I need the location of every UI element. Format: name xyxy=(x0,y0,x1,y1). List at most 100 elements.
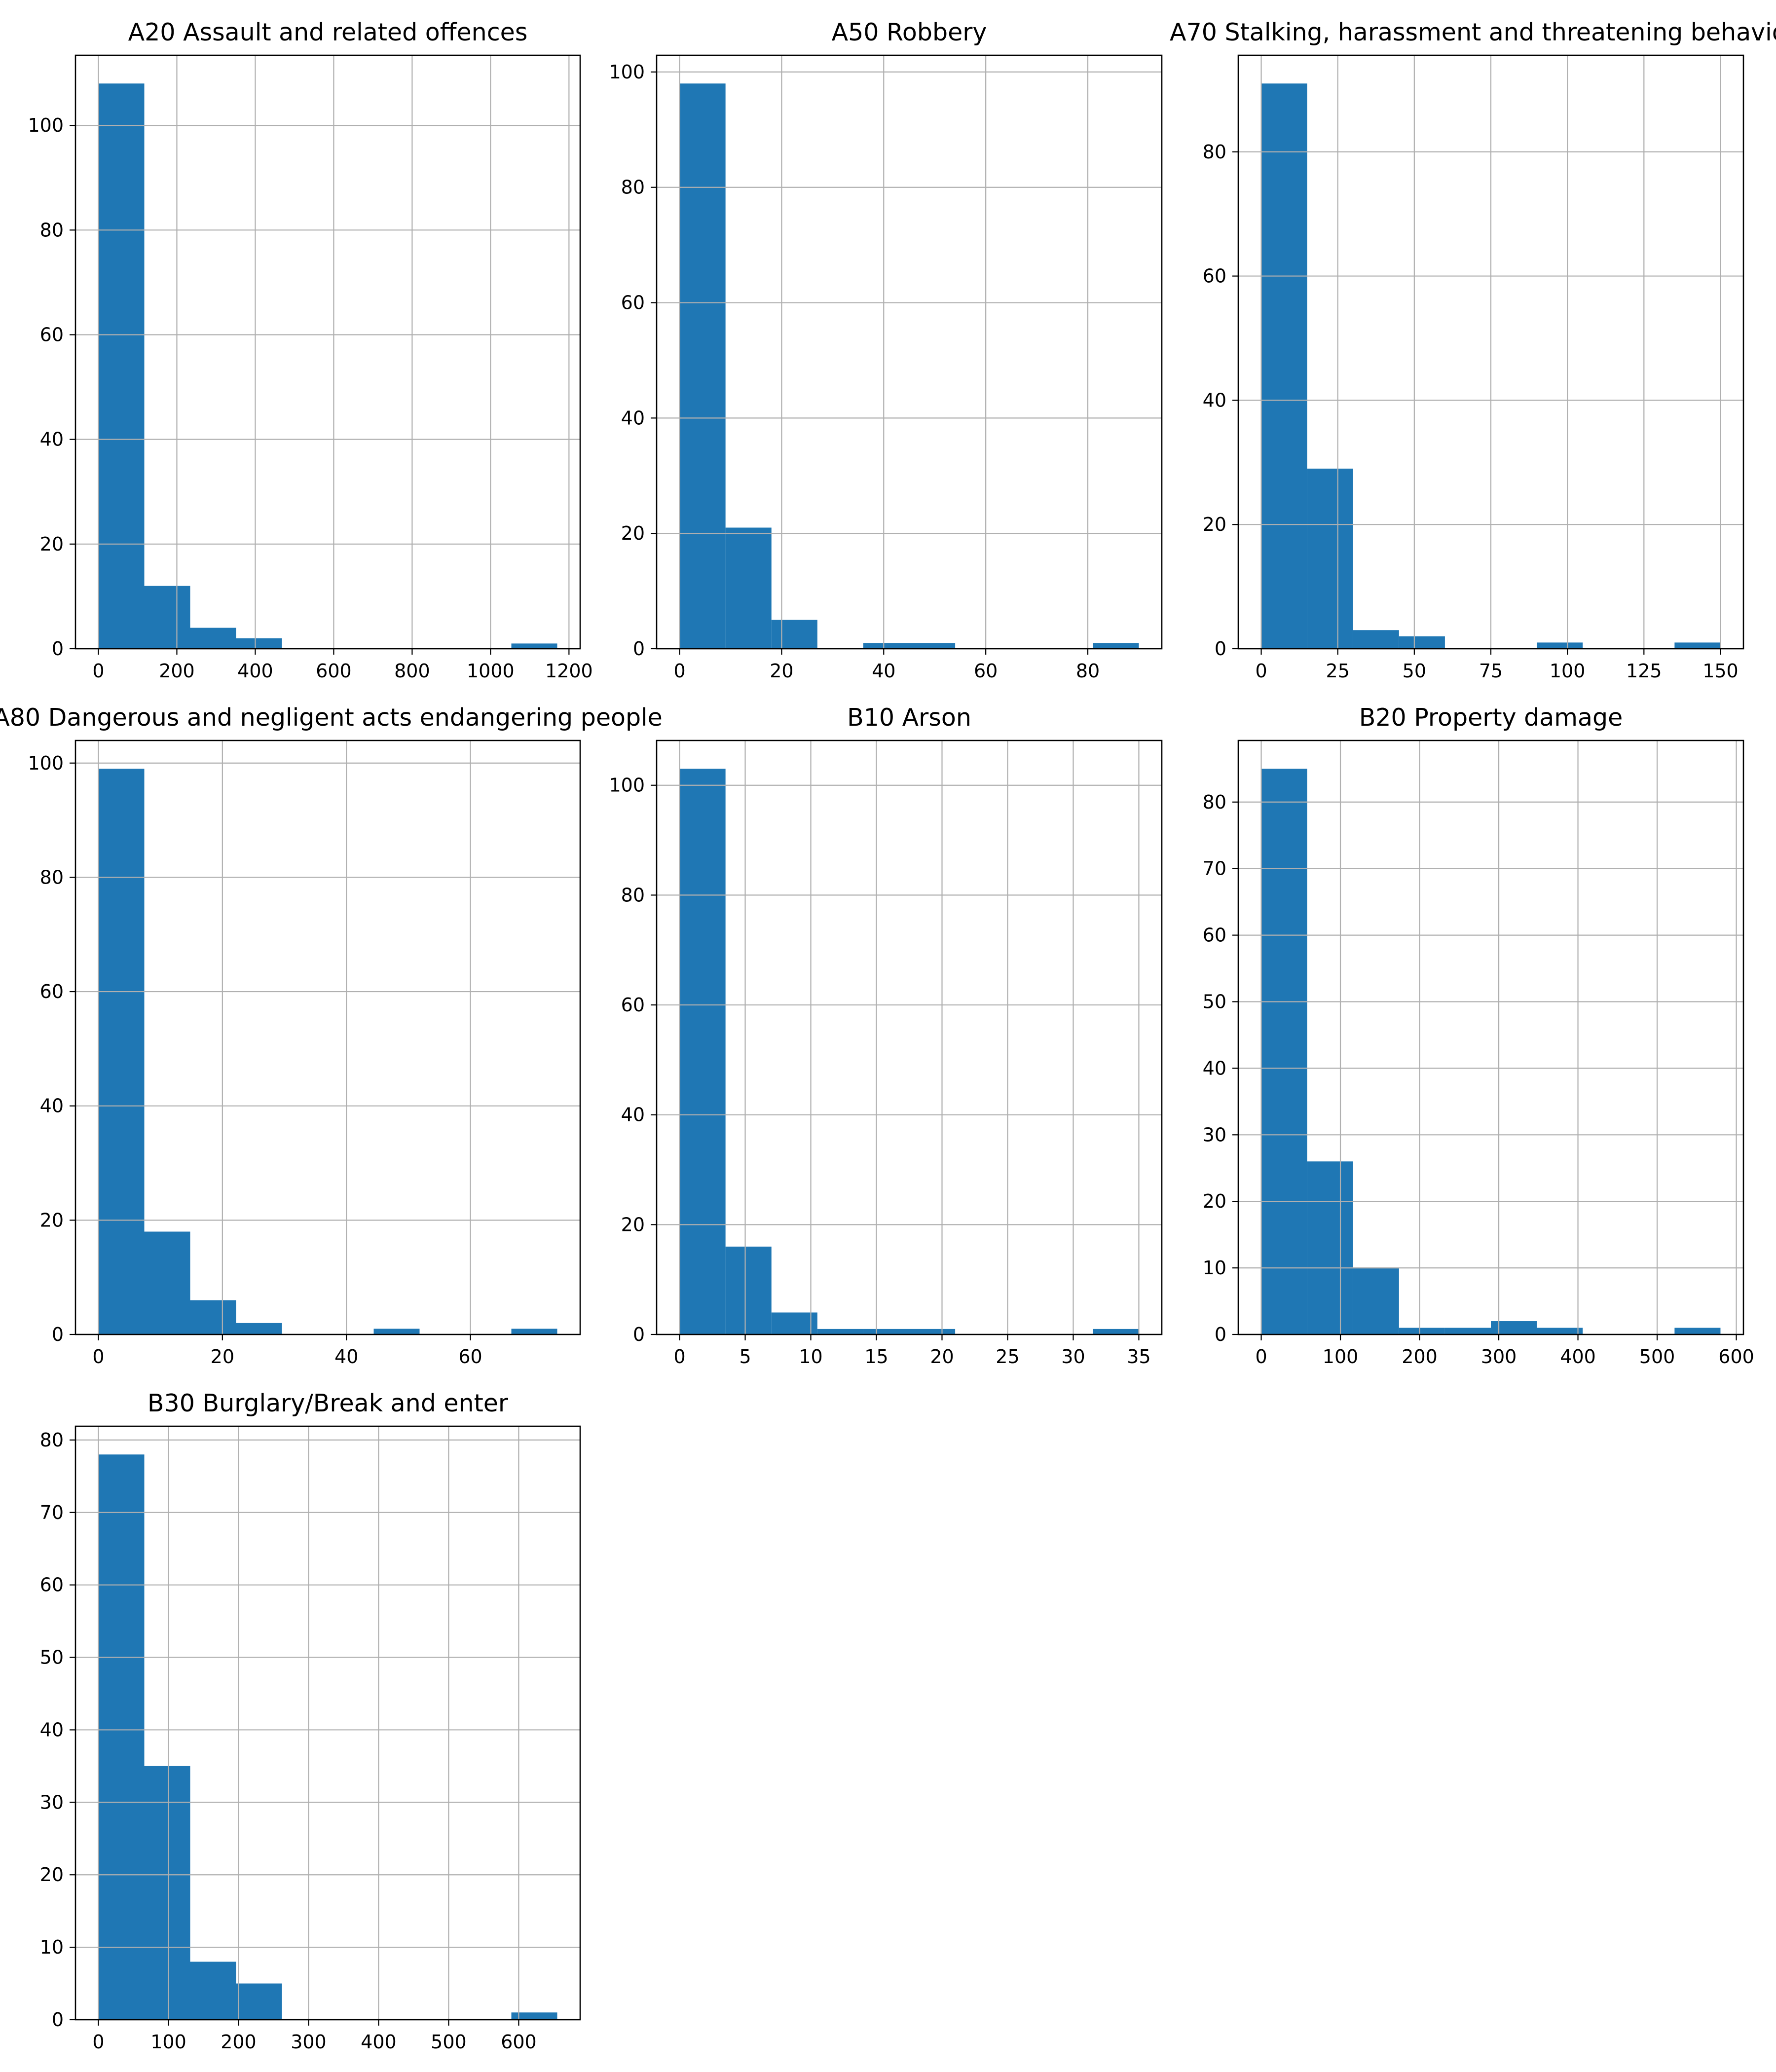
x-tick-label: 80 xyxy=(1076,660,1100,682)
y-tick-label: 70 xyxy=(40,1502,64,1523)
y-tick-label: 20 xyxy=(40,533,64,555)
x-tick-label: 500 xyxy=(431,2031,467,2053)
axes-frame xyxy=(1237,740,1744,1335)
x-tick-label: 75 xyxy=(1479,660,1503,682)
histogram-bar xyxy=(679,769,726,1334)
y-tick-label: 30 xyxy=(40,1791,64,1813)
x-tick-label: 200 xyxy=(159,660,195,682)
x-tick-label: 30 xyxy=(1061,1346,1085,1368)
panel-title: B20 Property damage xyxy=(1359,703,1623,732)
y-tick-label: 80 xyxy=(621,177,645,198)
histogram-bar xyxy=(144,586,190,649)
x-tick-label: 300 xyxy=(291,2031,327,2053)
axes-frame xyxy=(74,1425,581,2021)
histogram-bar xyxy=(1307,1161,1353,1334)
y-tick-label: 80 xyxy=(40,866,64,888)
y-tick-label: 60 xyxy=(1203,925,1226,946)
y-tick-label: 20 xyxy=(40,1209,64,1231)
histogram-bar xyxy=(236,1323,282,1334)
x-tick-label: 0 xyxy=(673,660,685,682)
y-tick-label: 80 xyxy=(40,1429,64,1451)
axes-frame xyxy=(74,54,581,650)
y-tick-label: 80 xyxy=(1203,141,1226,163)
y-tick-label: 20 xyxy=(1203,514,1226,535)
x-tick-label: 40 xyxy=(872,660,895,682)
x-tick-label: 0 xyxy=(1255,1346,1267,1368)
y-tick-label: 40 xyxy=(621,1104,645,1126)
y-tick-label: 100 xyxy=(28,114,64,136)
x-tick-label: 500 xyxy=(1639,1346,1675,1368)
histogram-bar xyxy=(679,83,726,649)
panel-title: A20 Assault and related offences xyxy=(128,18,528,46)
x-tick-label: 600 xyxy=(501,2031,537,2053)
x-tick-label: 300 xyxy=(1481,1346,1517,1368)
x-tick-label: 0 xyxy=(1255,660,1267,682)
y-tick-label: 50 xyxy=(1203,991,1226,1012)
x-tick-label: 100 xyxy=(1550,660,1586,682)
histogram-bar xyxy=(236,1983,282,2020)
y-tick-label: 10 xyxy=(1203,1257,1226,1279)
y-tick-label: 0 xyxy=(633,638,645,660)
histogram-bar xyxy=(190,1961,236,2020)
y-tick-label: 20 xyxy=(1203,1190,1226,1212)
y-tick-label: 80 xyxy=(621,884,645,906)
axes-frame xyxy=(656,54,1163,650)
histogram-panel: A80 Dangerous and negligent acts endange… xyxy=(0,703,663,1368)
histogram-bar xyxy=(511,1329,557,1334)
histogram-bar xyxy=(1674,642,1721,649)
x-tick-label: 60 xyxy=(974,660,998,682)
histogram-bar xyxy=(1674,1328,1721,1334)
histogram-bar xyxy=(909,643,956,649)
y-tick-label: 60 xyxy=(40,324,64,345)
histogram-bar xyxy=(1399,1328,1445,1334)
x-tick-label: 35 xyxy=(1127,1346,1150,1368)
histogram-panel: A20 Assault and related offences 0 200 400 6… xyxy=(28,18,592,682)
y-tick-label: 20 xyxy=(621,522,645,544)
y-tick-label: 20 xyxy=(40,1864,64,1886)
x-tick-label: 100 xyxy=(1323,1346,1359,1368)
histogram-bar xyxy=(1307,468,1353,649)
y-tick-label: 100 xyxy=(28,752,64,774)
histogram-panel: B20 Property damage 0 100 200 300 400 500 600 0 1… xyxy=(1203,703,1754,1368)
histogram-bar xyxy=(1093,1329,1139,1334)
x-tick-label: 0 xyxy=(92,2031,104,2053)
histogram-bar xyxy=(1093,643,1139,649)
x-tick-label: 125 xyxy=(1626,660,1662,682)
x-tick-label: 400 xyxy=(237,660,273,682)
x-tick-label: 0 xyxy=(673,1346,685,1368)
histogram-bar xyxy=(863,1329,909,1334)
histogram-bar xyxy=(863,643,909,649)
x-tick-label: 5 xyxy=(739,1346,751,1368)
y-tick-label: 60 xyxy=(40,1574,64,1596)
y-tick-label: 0 xyxy=(52,2009,64,2031)
x-tick-label: 200 xyxy=(221,2031,257,2053)
histogram-bar xyxy=(771,1312,817,1334)
y-tick-label: 80 xyxy=(40,219,64,241)
histogram-bar xyxy=(98,83,145,649)
y-tick-label: 0 xyxy=(52,638,64,660)
y-tick-label: 30 xyxy=(1203,1124,1226,1146)
y-tick-label: 60 xyxy=(1203,265,1226,287)
x-tick-label: 1000 xyxy=(467,660,515,682)
histogram-bar xyxy=(98,1454,145,2020)
histogram-bar xyxy=(817,1329,863,1334)
histogram-bar xyxy=(1399,636,1445,649)
histogram-bar xyxy=(1491,1321,1537,1334)
x-tick-label: 60 xyxy=(458,1346,482,1368)
y-tick-label: 10 xyxy=(40,1936,64,1958)
histogram-bar xyxy=(236,638,282,649)
x-tick-label: 150 xyxy=(1702,660,1739,682)
histogram-bar xyxy=(190,1300,236,1334)
x-tick-label: 200 xyxy=(1402,1346,1438,1368)
y-tick-label: 60 xyxy=(40,981,64,1002)
y-tick-label: 20 xyxy=(621,1214,645,1235)
y-tick-label: 40 xyxy=(40,429,64,450)
y-tick-label: 60 xyxy=(621,292,645,314)
x-tick-label: 400 xyxy=(1560,1346,1596,1368)
histogram-bar xyxy=(373,1329,420,1334)
y-tick-label: 60 xyxy=(621,994,645,1016)
histogram-panel: A50 Robbery 0 20 40 60 80 0 20 40 60 80 100 xyxy=(609,18,1163,682)
